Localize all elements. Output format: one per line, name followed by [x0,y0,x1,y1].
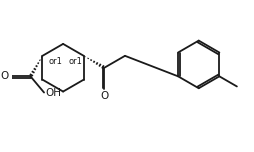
Text: OH: OH [45,88,61,97]
Text: O: O [0,71,8,81]
Text: or1: or1 [48,57,62,66]
Text: or1: or1 [68,57,82,66]
Text: O: O [100,91,108,101]
